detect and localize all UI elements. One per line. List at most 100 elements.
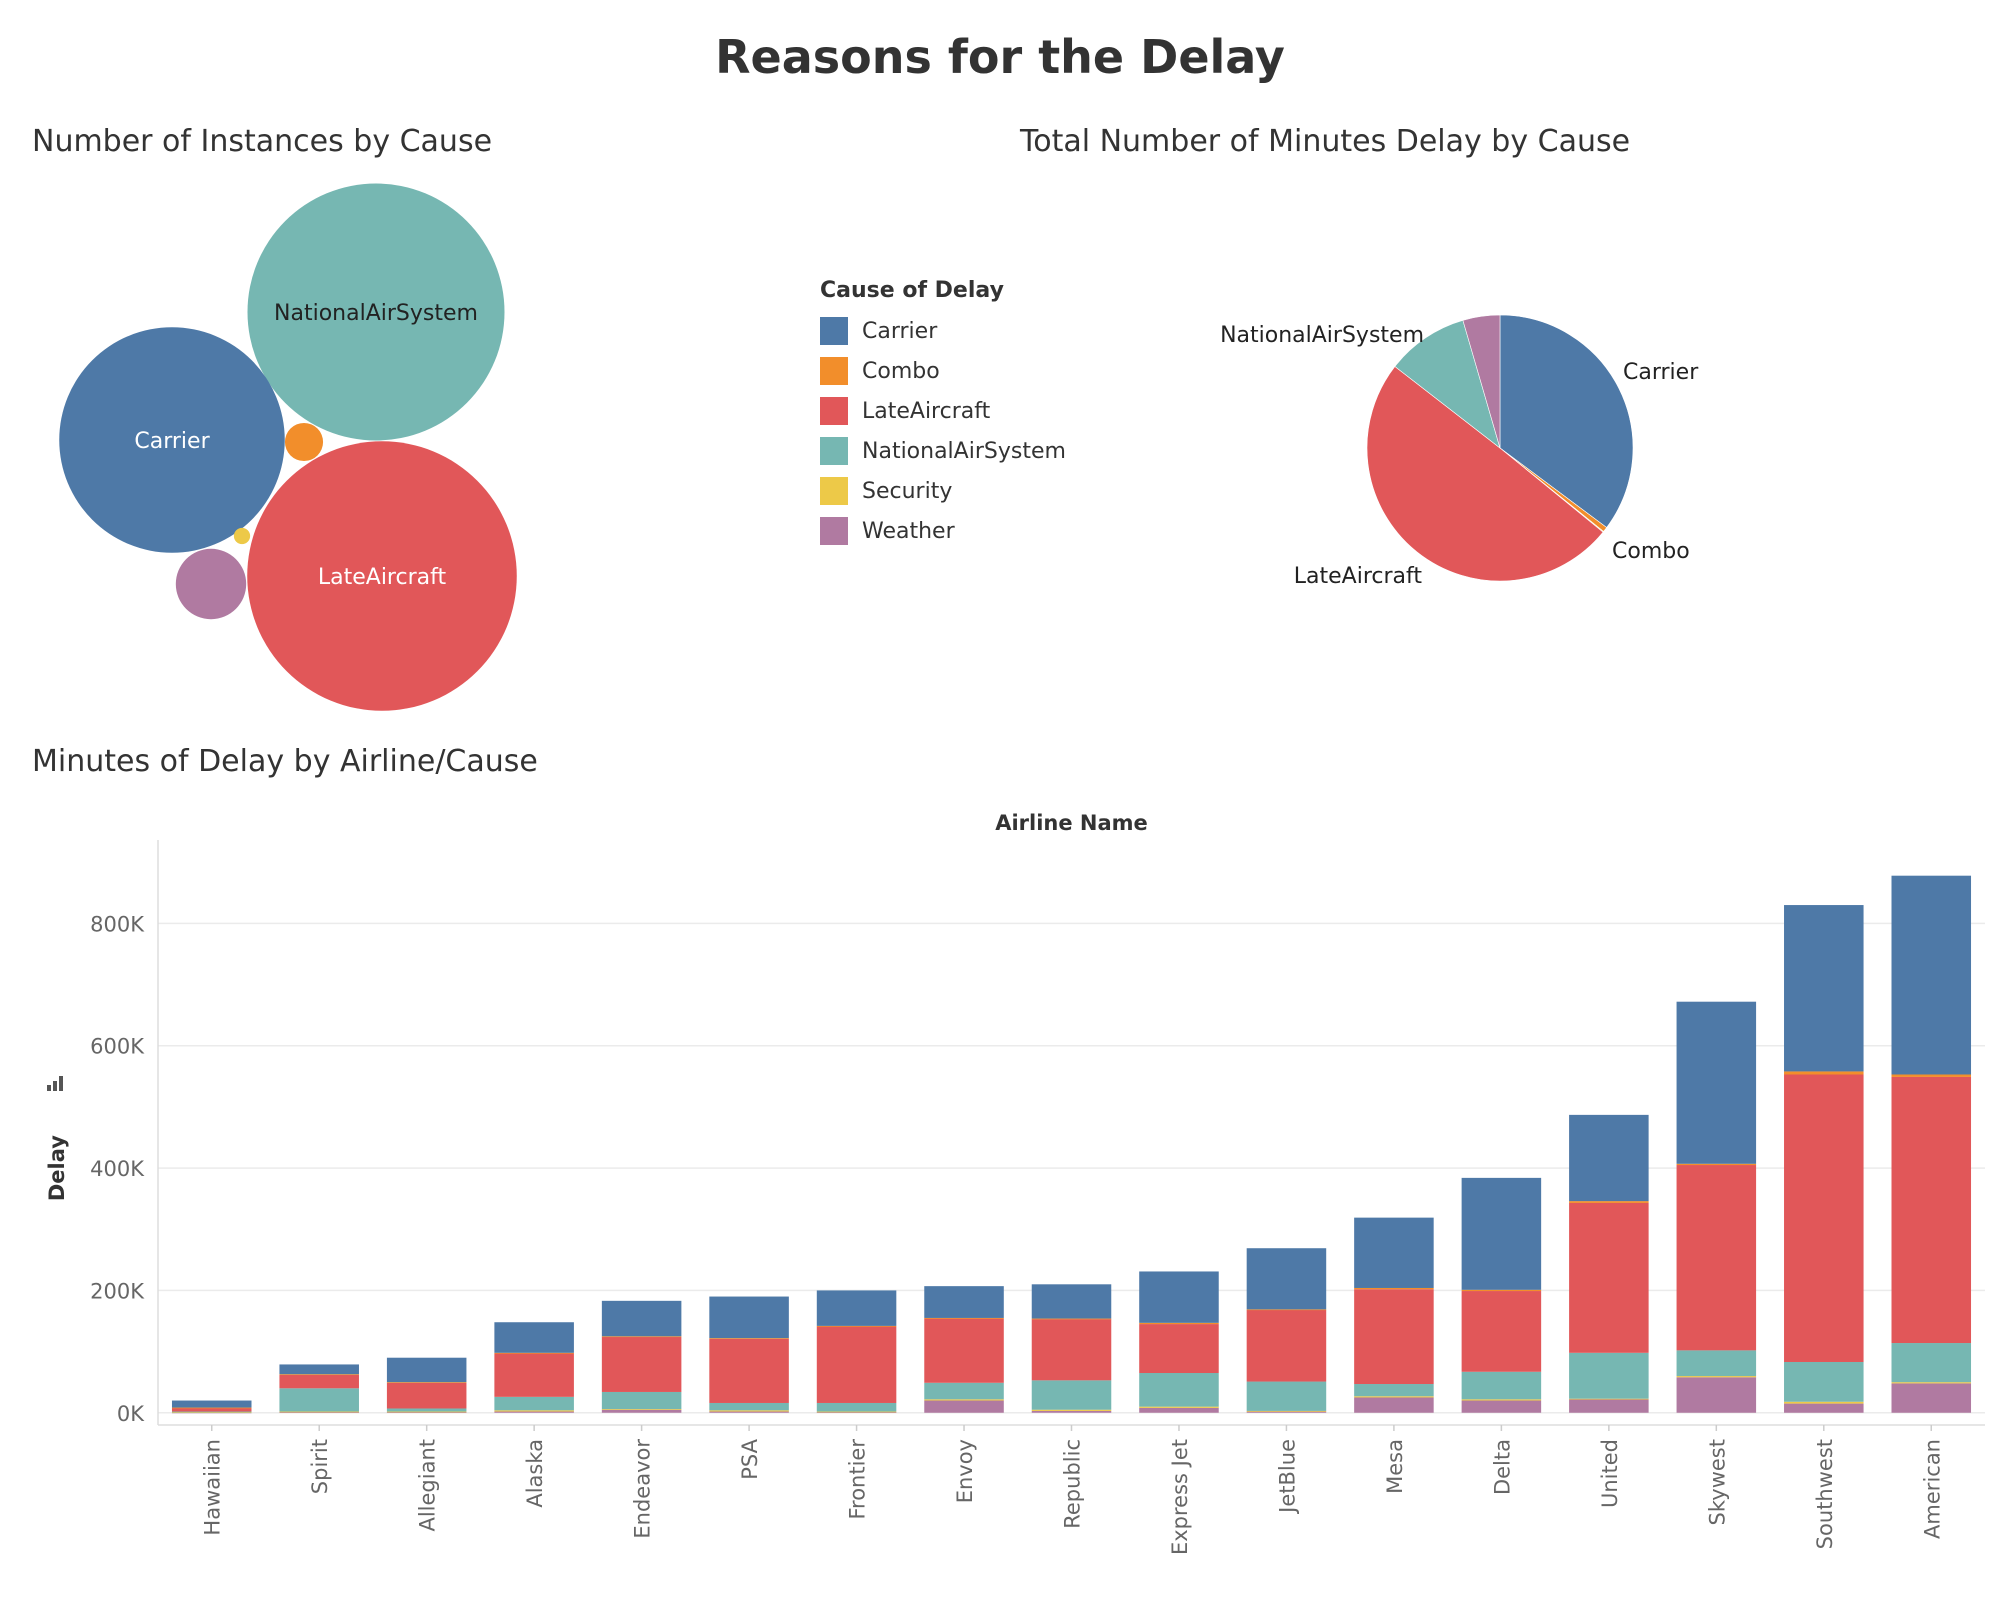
bar-segment-security[interactable] <box>279 1411 359 1413</box>
bar-segment-combo[interactable] <box>1676 1163 1757 1166</box>
legend-item-lateaircraft[interactable]: LateAircraft <box>820 391 1066 431</box>
bar-segment-combo[interactable] <box>494 1352 574 1354</box>
bar-segment-security[interactable] <box>1461 1399 1542 1401</box>
pie-slice-lateaircraft[interactable] <box>1366 366 1604 582</box>
bar-segment-security[interactable] <box>709 1410 789 1412</box>
bar-endeavor[interactable] <box>601 1300 682 1413</box>
bar-segment-carrier[interactable] <box>279 1364 359 1375</box>
pie-slice-weather[interactable] <box>1462 314 1501 449</box>
bar-segment-nationalairsystem[interactable] <box>1784 1361 1864 1402</box>
bar-segment-nationalairsystem[interactable] <box>709 1402 789 1411</box>
bar-alaska[interactable] <box>494 1322 574 1413</box>
bar-segment-weather[interactable] <box>494 1411 574 1413</box>
bar-segment-carrier[interactable] <box>1031 1284 1112 1319</box>
bar-segment-security[interactable] <box>924 1399 1004 1401</box>
bubble-lateaircraft[interactable] <box>247 441 517 711</box>
bar-segment-nationalairsystem[interactable] <box>1139 1373 1219 1407</box>
bar-segment-nationalairsystem[interactable] <box>601 1391 682 1410</box>
bar-segment-nationalairsystem[interactable] <box>386 1408 467 1412</box>
bar-segment-lateaircraft[interactable] <box>279 1374 359 1389</box>
bar-segment-combo[interactable] <box>709 1338 789 1339</box>
bar-segment-security[interactable] <box>1784 1401 1864 1404</box>
legend-item-nationalairsystem[interactable]: NationalAirSystem <box>820 431 1066 471</box>
bar-segment-security[interactable] <box>386 1411 467 1413</box>
bar-segment-weather[interactable] <box>924 1400 1004 1413</box>
bar-segment-nationalairsystem[interactable] <box>1676 1350 1757 1377</box>
bar-segment-weather[interactable] <box>279 1412 359 1413</box>
bar-segment-lateaircraft[interactable] <box>1784 1074 1864 1362</box>
legend-item-combo[interactable]: Combo <box>820 351 1066 391</box>
bar-segment-weather[interactable] <box>1784 1403 1864 1413</box>
bubble-nationalairsystem[interactable] <box>247 183 505 441</box>
bar-segment-combo[interactable] <box>1139 1322 1219 1325</box>
bar-segment-lateaircraft[interactable] <box>1031 1319 1112 1381</box>
bar-segment-weather[interactable] <box>1569 1399 1649 1413</box>
bar-southwest[interactable] <box>1784 905 1864 1413</box>
bar-express-jet[interactable] <box>1139 1271 1219 1413</box>
bar-segment-security[interactable] <box>1676 1376 1757 1378</box>
bar-segment-combo[interactable] <box>1891 1074 1972 1077</box>
bar-segment-weather[interactable] <box>1246 1411 1327 1413</box>
bar-segment-lateaircraft[interactable] <box>709 1338 789 1403</box>
bar-segment-combo[interactable] <box>1569 1201 1649 1203</box>
bubble-combo[interactable] <box>284 422 324 462</box>
bar-segment-lateaircraft[interactable] <box>1354 1289 1434 1385</box>
bar-segment-carrier[interactable] <box>816 1290 897 1326</box>
bar-segment-lateaircraft[interactable] <box>1139 1324 1219 1374</box>
bar-segment-carrier[interactable] <box>1569 1114 1649 1202</box>
bar-segment-weather[interactable] <box>1891 1383 1972 1413</box>
bar-segment-carrier[interactable] <box>1354 1217 1434 1288</box>
bar-segment-combo[interactable] <box>171 1407 252 1409</box>
bubble-security[interactable] <box>233 527 251 545</box>
bar-segment-security[interactable] <box>171 1412 252 1413</box>
bar-segment-lateaircraft[interactable] <box>171 1407 252 1412</box>
bar-segment-security[interactable] <box>1246 1410 1327 1412</box>
pie-slice-nationalairsystem[interactable] <box>1394 319 1501 449</box>
bar-segment-nationalairsystem[interactable] <box>494 1396 574 1411</box>
bar-spirit[interactable] <box>279 1364 359 1413</box>
bar-segment-carrier[interactable] <box>386 1357 467 1383</box>
bar-segment-lateaircraft[interactable] <box>1569 1202 1649 1353</box>
bar-hawaiian[interactable] <box>171 1400 252 1414</box>
bar-segment-carrier[interactable] <box>601 1300 682 1337</box>
bar-republic[interactable] <box>1031 1284 1112 1413</box>
bar-segment-carrier[interactable] <box>1891 875 1972 1075</box>
bar-segment-security[interactable] <box>1139 1406 1219 1408</box>
bar-segment-weather[interactable] <box>601 1409 682 1413</box>
bar-segment-nationalairsystem[interactable] <box>171 1411 252 1413</box>
bar-united[interactable] <box>1569 1114 1649 1413</box>
bar-segment-security[interactable] <box>601 1409 682 1410</box>
bar-segment-carrier[interactable] <box>1139 1271 1219 1323</box>
bar-segment-weather[interactable] <box>1139 1407 1219 1413</box>
sort-icon[interactable] <box>47 1076 63 1091</box>
bar-segment-weather[interactable] <box>1461 1400 1542 1413</box>
bar-segment-carrier[interactable] <box>709 1296 789 1339</box>
bar-psa[interactable] <box>709 1296 789 1413</box>
bar-segment-lateaircraft[interactable] <box>494 1353 574 1397</box>
bar-skywest[interactable] <box>1676 1001 1757 1413</box>
bar-american[interactable] <box>1891 875 1972 1413</box>
bar-segment-combo[interactable] <box>1031 1318 1112 1320</box>
bar-segment-weather[interactable] <box>709 1411 789 1413</box>
bar-segment-security[interactable] <box>1569 1398 1649 1400</box>
bar-segment-weather[interactable] <box>1354 1397 1434 1413</box>
bar-segment-lateaircraft[interactable] <box>1246 1310 1327 1382</box>
bar-segment-carrier[interactable] <box>171 1400 252 1408</box>
bar-segment-security[interactable] <box>494 1410 574 1412</box>
bar-segment-lateaircraft[interactable] <box>924 1318 1004 1383</box>
bar-segment-nationalairsystem[interactable] <box>816 1402 897 1412</box>
legend-item-weather[interactable]: Weather <box>820 511 1066 551</box>
bar-segment-carrier[interactable] <box>1461 1177 1542 1290</box>
bubble-carrier[interactable] <box>59 327 285 553</box>
bar-mesa[interactable] <box>1354 1217 1434 1413</box>
bar-frontier[interactable] <box>816 1290 897 1413</box>
bar-allegiant[interactable] <box>386 1357 467 1413</box>
bar-segment-carrier[interactable] <box>494 1322 574 1353</box>
bar-segment-nationalairsystem[interactable] <box>1354 1384 1434 1397</box>
bar-segment-nationalairsystem[interactable] <box>1891 1343 1972 1383</box>
bar-delta[interactable] <box>1461 1177 1542 1413</box>
bar-segment-lateaircraft[interactable] <box>1461 1291 1542 1372</box>
bar-segment-lateaircraft[interactable] <box>386 1382 467 1409</box>
bar-segment-nationalairsystem[interactable] <box>1461 1371 1542 1400</box>
pie-slice-carrier[interactable] <box>1499 314 1634 528</box>
